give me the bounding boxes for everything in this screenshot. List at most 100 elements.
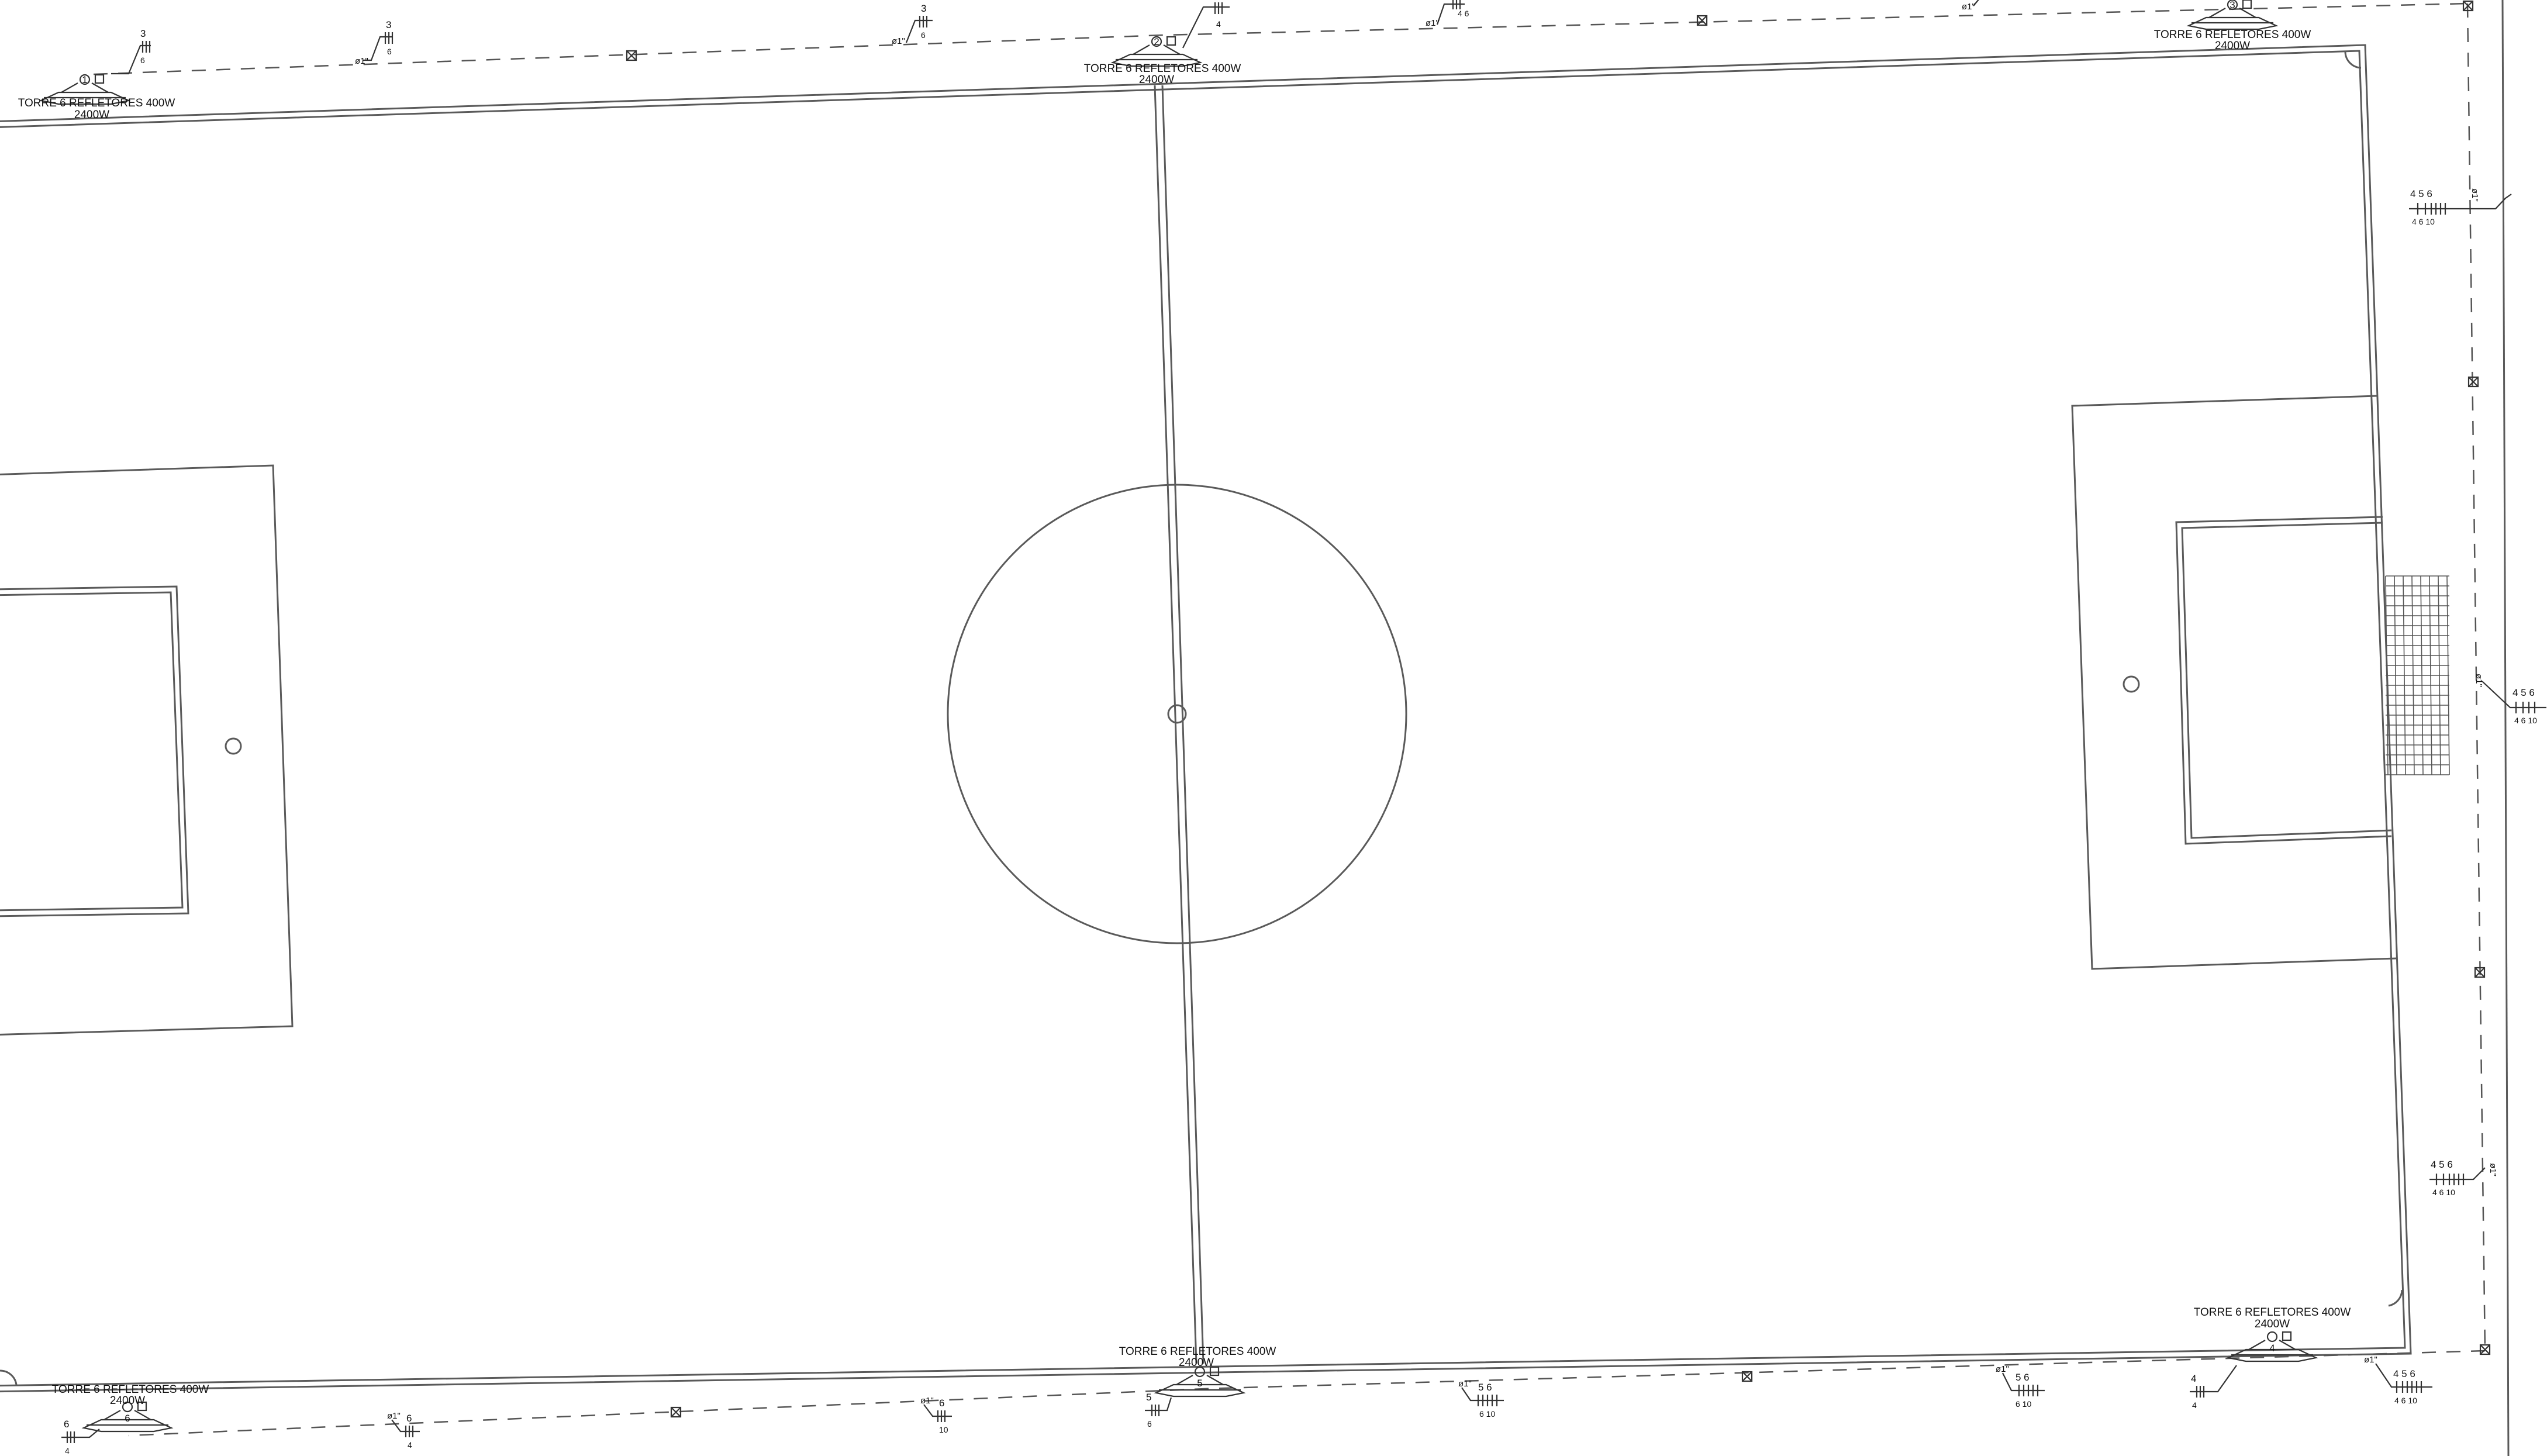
tower-power: 2400W <box>1139 74 1174 86</box>
conduit-diameter: ø1" <box>1458 1379 1472 1389</box>
tower-power: 2400W <box>1179 1357 1214 1369</box>
football-field <box>0 44 2450 1393</box>
conduit-bottom-run <box>128 1350 2486 1437</box>
conduit-route <box>93 0 2510 1456</box>
circuit-top-numbers: 6 <box>939 1398 944 1409</box>
conduit-diameter: ø1" <box>1426 18 1439 28</box>
halfway-line-inner <box>1161 85 1205 1364</box>
circuit-bottom-numbers: 6 10 <box>2015 1399 2031 1409</box>
floodlight-tower-icon <box>2186 0 2279 30</box>
circuit-top-numbers: 3 <box>140 28 146 39</box>
tower-power: 2400W <box>110 1395 145 1407</box>
conduit-top-run <box>93 2 2468 75</box>
circuit-top-numbers: 5 <box>1146 1392 1151 1403</box>
corner-arc-bottom-left <box>0 1369 18 1385</box>
circuit-mark-bot-c: ø1" 6 10 <box>920 1396 952 1434</box>
floodlight-tower-icon <box>1154 1366 1246 1398</box>
circuit-mark-right-a: 4 5 6 4 6 10 ø1" <box>2409 188 2512 226</box>
conduit-diameter: ø1" <box>2470 188 2480 202</box>
circuit-mark-top-d: 4 <box>1182 2 1230 49</box>
circuit-mark-top-e: ø1" 4 6 <box>1426 0 1469 28</box>
conduit-diameter: ø1" <box>920 1396 934 1406</box>
left-penalty-spot <box>225 737 242 755</box>
circuit-top-numbers: 6 <box>406 1413 412 1424</box>
conduit-diameter: ø1" <box>387 1411 401 1421</box>
circuit-top-numbers: 4 5 6 <box>2431 1159 2453 1170</box>
left-penalty-area <box>0 464 294 1036</box>
circuit-mark-bot-a: 6 4 <box>61 1419 100 1455</box>
circuit-top-numbers: 4 5 6 <box>2393 1368 2415 1379</box>
circuit-bottom-numbers: 6 10 <box>1479 1409 1495 1419</box>
circuit-top-numbers: 4 <box>2191 1373 2196 1384</box>
conduit-label-top-f: ø1" <box>1962 0 1979 12</box>
floodlight-tower-icon <box>1110 36 1203 67</box>
conduit-right-run <box>2466 3 2486 1351</box>
circuit-bottom-numbers: 4 <box>65 1446 70 1455</box>
tower-6: 6 TORRE 6 REFLETORES 400W 2400W <box>52 1383 209 1433</box>
circuit-top-numbers: 5 6 <box>1478 1382 1492 1393</box>
tower-id: 6 <box>125 1413 130 1424</box>
tower-id: 2 <box>1154 36 1159 47</box>
circuit-mark-top-a: 3 6 <box>111 28 151 75</box>
conduit-diameter: ø1" <box>355 56 368 66</box>
junction-box <box>2479 1344 2491 1355</box>
site-edge-line <box>2501 0 2510 1456</box>
floodlight-tower-icon <box>2226 1331 2318 1362</box>
junction-box <box>2467 376 2479 388</box>
conduit-diameter: ø1" <box>2474 674 2484 687</box>
circuit-top-numbers: 6 <box>64 1419 69 1430</box>
circuit-top-numbers: 3 <box>921 3 926 14</box>
tower-id: 1 <box>82 74 87 85</box>
floodlight-tower-icon <box>39 74 131 105</box>
circuit-top-numbers: 4 5 6 <box>2410 188 2432 199</box>
junction-box <box>670 1406 682 1418</box>
tower-id: 4 <box>2269 1343 2275 1354</box>
circuit-bottom-numbers: 6 <box>921 30 926 40</box>
tower-title: TORRE 6 REFLETORES 400W <box>52 1383 209 1396</box>
circuit-top-numbers: 4 5 6 <box>2513 687 2535 698</box>
circuit-bottom-numbers: 4 6 <box>1458 9 1469 18</box>
circuit-bottom-numbers: 4 6 10 <box>2394 1396 2417 1405</box>
field-boundary-inner <box>0 50 2406 1387</box>
junction-box <box>626 50 637 61</box>
tower-1: 1 TORRE 6 REFLETORES 400W 2400W <box>18 74 175 121</box>
tower-2: 2 TORRE 6 REFLETORES 400W 2400W <box>1084 36 1241 86</box>
tower-power: 2400W <box>2215 40 2250 52</box>
field-boundary-outer <box>0 44 2412 1393</box>
circuit-mark-bot-d: 5 6 <box>1145 1392 1172 1429</box>
circuit-bottom-numbers: 4 <box>2192 1400 2197 1410</box>
circuit-mark-bot-e: ø1" 5 6 6 10 <box>1458 1379 1504 1419</box>
tower-title: TORRE 6 REFLETORES 400W <box>18 97 175 109</box>
circuit-mark-bot-h: ø1" 4 5 6 4 6 10 <box>2364 1355 2432 1405</box>
conduit-diameter: ø1" <box>892 36 905 46</box>
circuit-bottom-numbers: 6 <box>140 56 145 65</box>
tower-power: 2400W <box>74 109 109 121</box>
right-penalty-spot <box>2122 675 2140 693</box>
junction-box <box>1741 1371 1753 1382</box>
floodlight-tower-icon <box>81 1401 174 1433</box>
circuit-annotations: 3 6 ø1" 3 6 ø1" 3 6 4 ø1" 4 6 <box>61 0 2546 1455</box>
conduit-diameter: ø1" <box>2488 1163 2498 1176</box>
circuit-top-numbers: 3 <box>386 19 391 30</box>
circuit-bottom-numbers: 4 <box>1216 19 1221 29</box>
junction-box <box>1696 15 1708 26</box>
circuit-top-numbers: 5 6 <box>2015 1372 2030 1383</box>
circuit-bottom-numbers: 4 6 10 <box>2432 1188 2455 1197</box>
circuit-mark-bot-b: ø1" 6 4 <box>387 1411 420 1450</box>
center-spot <box>1167 704 1187 724</box>
circuit-bottom-numbers: 4 6 10 <box>2514 716 2537 725</box>
goal-net <box>2385 575 2450 775</box>
right-penalty-area <box>2071 395 2397 970</box>
left-goal-area <box>0 585 189 917</box>
circuit-mark-bot-g: 4 4 <box>2190 1365 2237 1410</box>
tower-title: TORRE 6 REFLETORES 400W <box>2154 29 2311 41</box>
tower-id: 3 <box>2230 0 2235 11</box>
tower-5: 5 TORRE 6 REFLETORES 400W 2400W <box>1119 1345 1276 1398</box>
junction-box <box>2474 967 2486 978</box>
conduit-diameter: ø1" <box>1962 2 1975 12</box>
circuit-bottom-numbers: 4 <box>408 1440 412 1450</box>
tower-3: 3 TORRE 6 REFLETORES 400W 2400W <box>2154 0 2311 52</box>
circuit-mark-bot-f: ø1" 5 6 6 10 <box>1996 1364 2045 1409</box>
tower-4: 4 TORRE 6 REFLETORES 400W 2400W <box>2194 1306 2351 1362</box>
